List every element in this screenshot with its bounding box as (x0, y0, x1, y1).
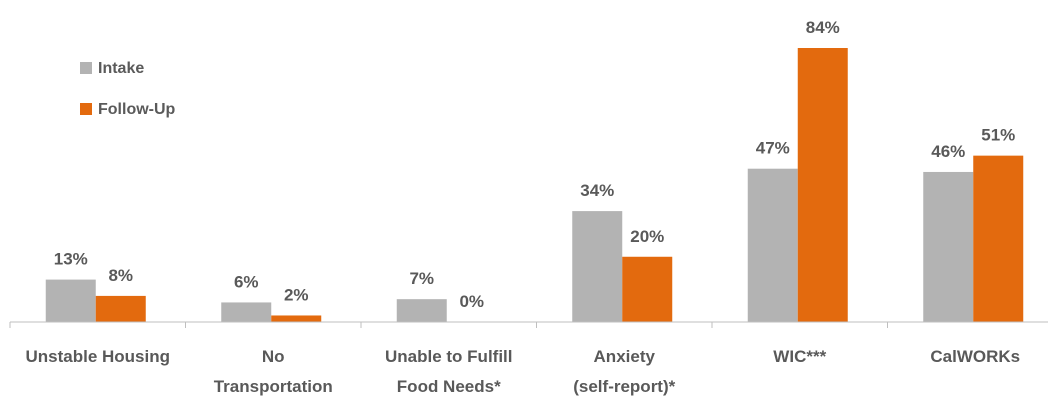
bar-intake-3 (396, 299, 447, 322)
x-axis (9, 321, 1048, 328)
category-label-1: Unstable Housing (25, 347, 170, 366)
bar-intake-6 (923, 171, 974, 322)
data-label-intake-5: 47% (756, 139, 790, 158)
category-label-6: CalWORKs (930, 347, 1020, 366)
bar-follow-up-5 (797, 48, 848, 322)
category-label-4-line-2: (self-report)* (573, 377, 675, 396)
legend: Intake Follow-Up (80, 60, 176, 118)
data-label-follow-up-5: 84% (806, 18, 840, 37)
data-label-intake-4: 34% (580, 181, 614, 200)
bar-intake-1 (45, 279, 96, 322)
bar-intake-4 (572, 211, 623, 322)
bar-follow-up-4 (622, 256, 673, 322)
category-labels: Unstable Housing No Transportation Unable t… (25, 347, 1020, 396)
legend-swatch-follow-up (80, 103, 92, 115)
category-label-4-line-1: Anxiety (594, 347, 656, 366)
bar-intake-2 (221, 302, 272, 322)
data-label-follow-up-3: 0% (459, 292, 484, 311)
legend-label-intake: Intake (98, 60, 144, 77)
bar-follow-up-1 (95, 295, 146, 322)
bars (45, 48, 1024, 322)
data-label-follow-up-2: 2% (284, 285, 309, 304)
category-label-5: WIC*** (773, 347, 826, 366)
category-label-3-line-2: Food Needs* (397, 377, 501, 396)
data-label-follow-up-1: 8% (108, 266, 133, 285)
data-label-intake-1: 13% (54, 250, 88, 269)
data-label-intake-6: 46% (931, 142, 965, 161)
data-label-intake-3: 7% (409, 269, 434, 288)
data-label-intake-2: 6% (234, 272, 259, 291)
data-label-follow-up-6: 51% (981, 126, 1015, 145)
category-label-2-line-1: No (262, 347, 285, 366)
category-label-2-line-2: Transportation (214, 377, 333, 396)
category-label-3-line-1: Unable to Fulfill (385, 347, 513, 366)
data-label-follow-up-4: 20% (630, 227, 664, 246)
bar-intake-5 (747, 168, 798, 322)
bar-follow-up-6 (973, 155, 1024, 322)
legend-swatch-intake (80, 62, 92, 74)
value-labels: 13% 8% 6% 2% 7% 0% 34% 20% 47% 84% 46% 51% (54, 18, 1016, 311)
legend-label-follow-up: Follow-Up (98, 101, 176, 118)
bar-follow-up-2 (271, 315, 322, 322)
